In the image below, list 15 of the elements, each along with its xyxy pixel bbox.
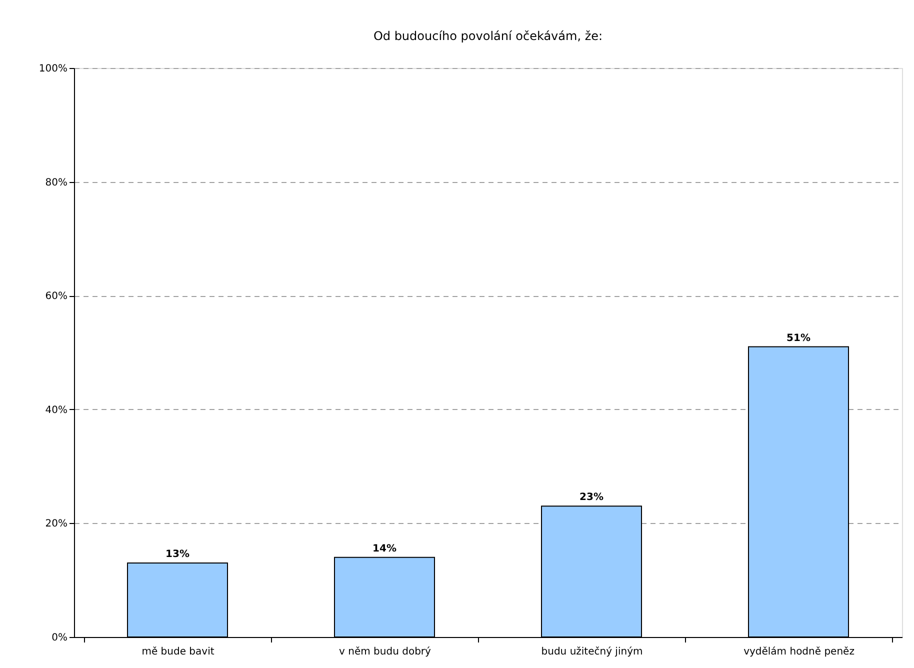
y-tick-label: 80% — [45, 177, 68, 188]
x-tick-label: budu užitečný jiným — [541, 646, 643, 658]
x-tick-label: mě bude bavit — [142, 646, 214, 658]
data-label: 14% — [372, 543, 396, 554]
y-tick-label: 60% — [45, 291, 68, 302]
y-tick-label: 100% — [38, 64, 68, 74]
chart-title: Od budoucího povolání očekávám, že: — [373, 29, 603, 43]
data-label: 51% — [786, 332, 810, 344]
x-tick-label: v něm budu dobrý — [339, 646, 432, 658]
data-label: 23% — [580, 492, 604, 504]
x-tick-label: vydělám hodně peněz — [744, 646, 854, 658]
y-tick-label: 0% — [52, 632, 68, 644]
y-tick-label: 20% — [45, 518, 68, 530]
data-label: 13% — [166, 549, 190, 560]
y-tick-label: 40% — [45, 404, 68, 416]
